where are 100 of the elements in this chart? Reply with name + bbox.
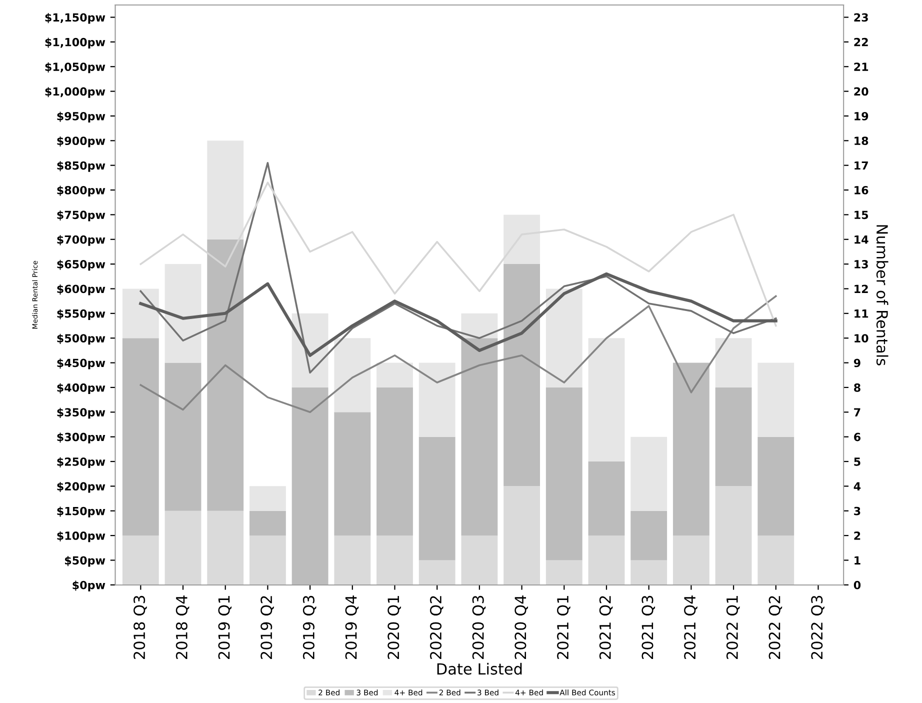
bar <box>546 387 582 560</box>
bar <box>461 338 498 536</box>
bar <box>715 486 752 585</box>
y2-tick-label: 3 <box>854 506 860 516</box>
bar <box>376 536 413 585</box>
bar <box>418 560 456 585</box>
bar <box>715 387 752 486</box>
bar <box>588 536 625 585</box>
bar <box>122 536 159 585</box>
x-tick-label: 2021 Q1 <box>557 596 570 659</box>
x-tick-label: 2021 Q2 <box>599 596 613 659</box>
bar <box>758 536 794 585</box>
bar <box>376 387 413 536</box>
y2-tick-label: 22 <box>854 38 868 46</box>
x-tick-label: 2020 Q3 <box>472 596 486 659</box>
x-tick-label: 2018 Q4 <box>176 595 190 659</box>
x-tick-label: 2021 Q3 <box>642 596 656 659</box>
y2-tick-label: 13 <box>854 260 868 268</box>
x-axis-title: Date Listed <box>437 662 522 675</box>
y-tick-label: $900pw <box>57 136 106 148</box>
bar <box>164 264 202 363</box>
y-tick-label: $950pw <box>57 112 106 123</box>
x-tick-label: 2020 Q2 <box>430 596 444 659</box>
bar <box>207 140 244 240</box>
bar <box>588 461 625 536</box>
bar <box>546 288 582 388</box>
line-series <box>140 295 777 414</box>
y-tick-label: $350pw <box>57 408 106 419</box>
y2-tick-label: 14 <box>854 236 868 244</box>
bar <box>630 560 668 585</box>
bar <box>334 536 371 585</box>
y-tick-label: $700pw <box>57 235 106 246</box>
bar <box>504 214 540 264</box>
bar <box>715 338 752 388</box>
bar <box>122 338 159 536</box>
bar <box>546 560 582 585</box>
y2-tick-label: 7 <box>854 408 860 416</box>
bar <box>758 436 794 536</box>
bar <box>461 313 498 338</box>
y-tick-label: $1,050pw <box>45 62 106 74</box>
y-tick-label: $600pw <box>57 284 106 296</box>
bar <box>164 362 202 511</box>
y-tick-label: $50pw <box>64 556 106 567</box>
y2-tick-label: 12 <box>854 284 868 293</box>
y-tick-label: $1,150pw <box>45 13 106 24</box>
y2-tick-label: 2 <box>854 532 860 540</box>
y-tick-label: $850pw <box>57 161 106 172</box>
x-tick-label: 2019 Q2 <box>260 596 274 659</box>
bar <box>418 436 456 560</box>
y-tick-label: $150pw <box>57 506 106 518</box>
bar <box>504 486 540 585</box>
y-tick-label: $100pw <box>57 531 106 542</box>
bar <box>758 362 794 437</box>
y2-tick-label: 18 <box>854 136 868 146</box>
y-tick-label: $1,100pw <box>45 38 106 48</box>
line-series <box>140 182 777 327</box>
y-tick-label: $400pw <box>57 383 106 394</box>
bar <box>672 536 710 585</box>
line-series <box>139 272 778 357</box>
y-tick-label: $500pw <box>57 334 106 345</box>
y2-tick-label: 16 <box>854 186 868 194</box>
y-tick-label: $750pw <box>57 210 106 222</box>
x-tick-label: 2019 Q1 <box>218 596 232 659</box>
y2-tick-label: 0 <box>854 580 861 590</box>
x-tick-label: 2022 Q2 <box>768 596 782 659</box>
bar <box>630 436 668 511</box>
y2-tick-label: 5 <box>854 458 860 466</box>
y2-axis-title: Number of Rentals <box>876 225 888 366</box>
y-tick-label: $650pw <box>57 260 106 271</box>
bar <box>249 486 286 511</box>
y2-tick-label: 8 <box>854 383 860 392</box>
bar <box>207 510 244 585</box>
y2-tick-label: 15 <box>854 210 868 220</box>
y2-tick-label: 11 <box>854 310 868 318</box>
y-tick-label: $300pw <box>57 432 106 444</box>
bar <box>376 362 413 388</box>
y2-tick-label: 17 <box>854 161 868 170</box>
x-tick-label: 2019 Q4 <box>345 595 359 659</box>
x-tick-label: 2022 Q1 <box>726 596 740 659</box>
y-tick-label: $200pw <box>57 482 106 493</box>
y2-tick-label: 20 <box>854 87 868 96</box>
y2-tick-label: 19 <box>854 112 868 120</box>
line-series <box>140 162 777 374</box>
y2-tick-label: 1 <box>854 556 860 564</box>
x-tick-label: 2020 Q1 <box>388 596 401 659</box>
x-tick-label: 2020 Q4 <box>514 595 528 659</box>
y-tick-label: $1,000pw <box>45 87 106 98</box>
y-tick-label: $450pw <box>57 358 106 370</box>
x-tick-label: 2022 Q3 <box>811 596 824 659</box>
bar <box>122 288 159 338</box>
bar <box>630 510 668 560</box>
y-tick-label: $0pw <box>72 580 106 592</box>
y2-tick-label: 9 <box>854 358 860 368</box>
bar <box>334 412 371 536</box>
bar <box>461 536 498 585</box>
y-tick-label: $250pw <box>57 457 106 468</box>
bar <box>672 362 710 536</box>
y2-tick-label: 10 <box>854 334 868 342</box>
bar <box>334 338 371 412</box>
bar <box>164 510 202 585</box>
